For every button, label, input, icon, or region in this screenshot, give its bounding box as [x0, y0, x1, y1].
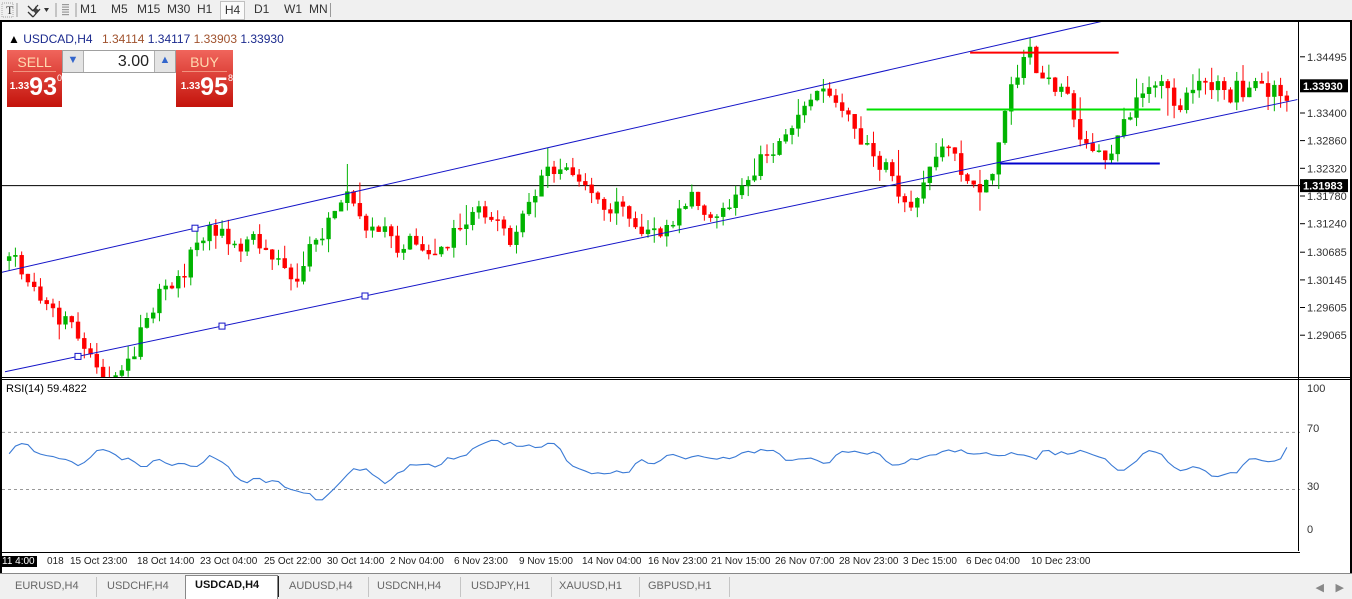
svg-text:1.32320: 1.32320: [1307, 163, 1347, 175]
svg-text:1.32860: 1.32860: [1307, 136, 1347, 148]
svg-text:1.34495: 1.34495: [1307, 52, 1347, 64]
svg-text:1.31780: 1.31780: [1307, 191, 1347, 203]
svg-text:1.29065: 1.29065: [1307, 330, 1347, 342]
svg-text:1.29605: 1.29605: [1307, 303, 1347, 315]
svg-text:1.30145: 1.30145: [1307, 275, 1347, 287]
svg-text:1.31240: 1.31240: [1307, 219, 1347, 231]
svg-text:1.30685: 1.30685: [1307, 247, 1347, 259]
svg-text:1.33930: 1.33930: [1303, 81, 1343, 93]
svg-text:1.33400: 1.33400: [1307, 108, 1347, 120]
